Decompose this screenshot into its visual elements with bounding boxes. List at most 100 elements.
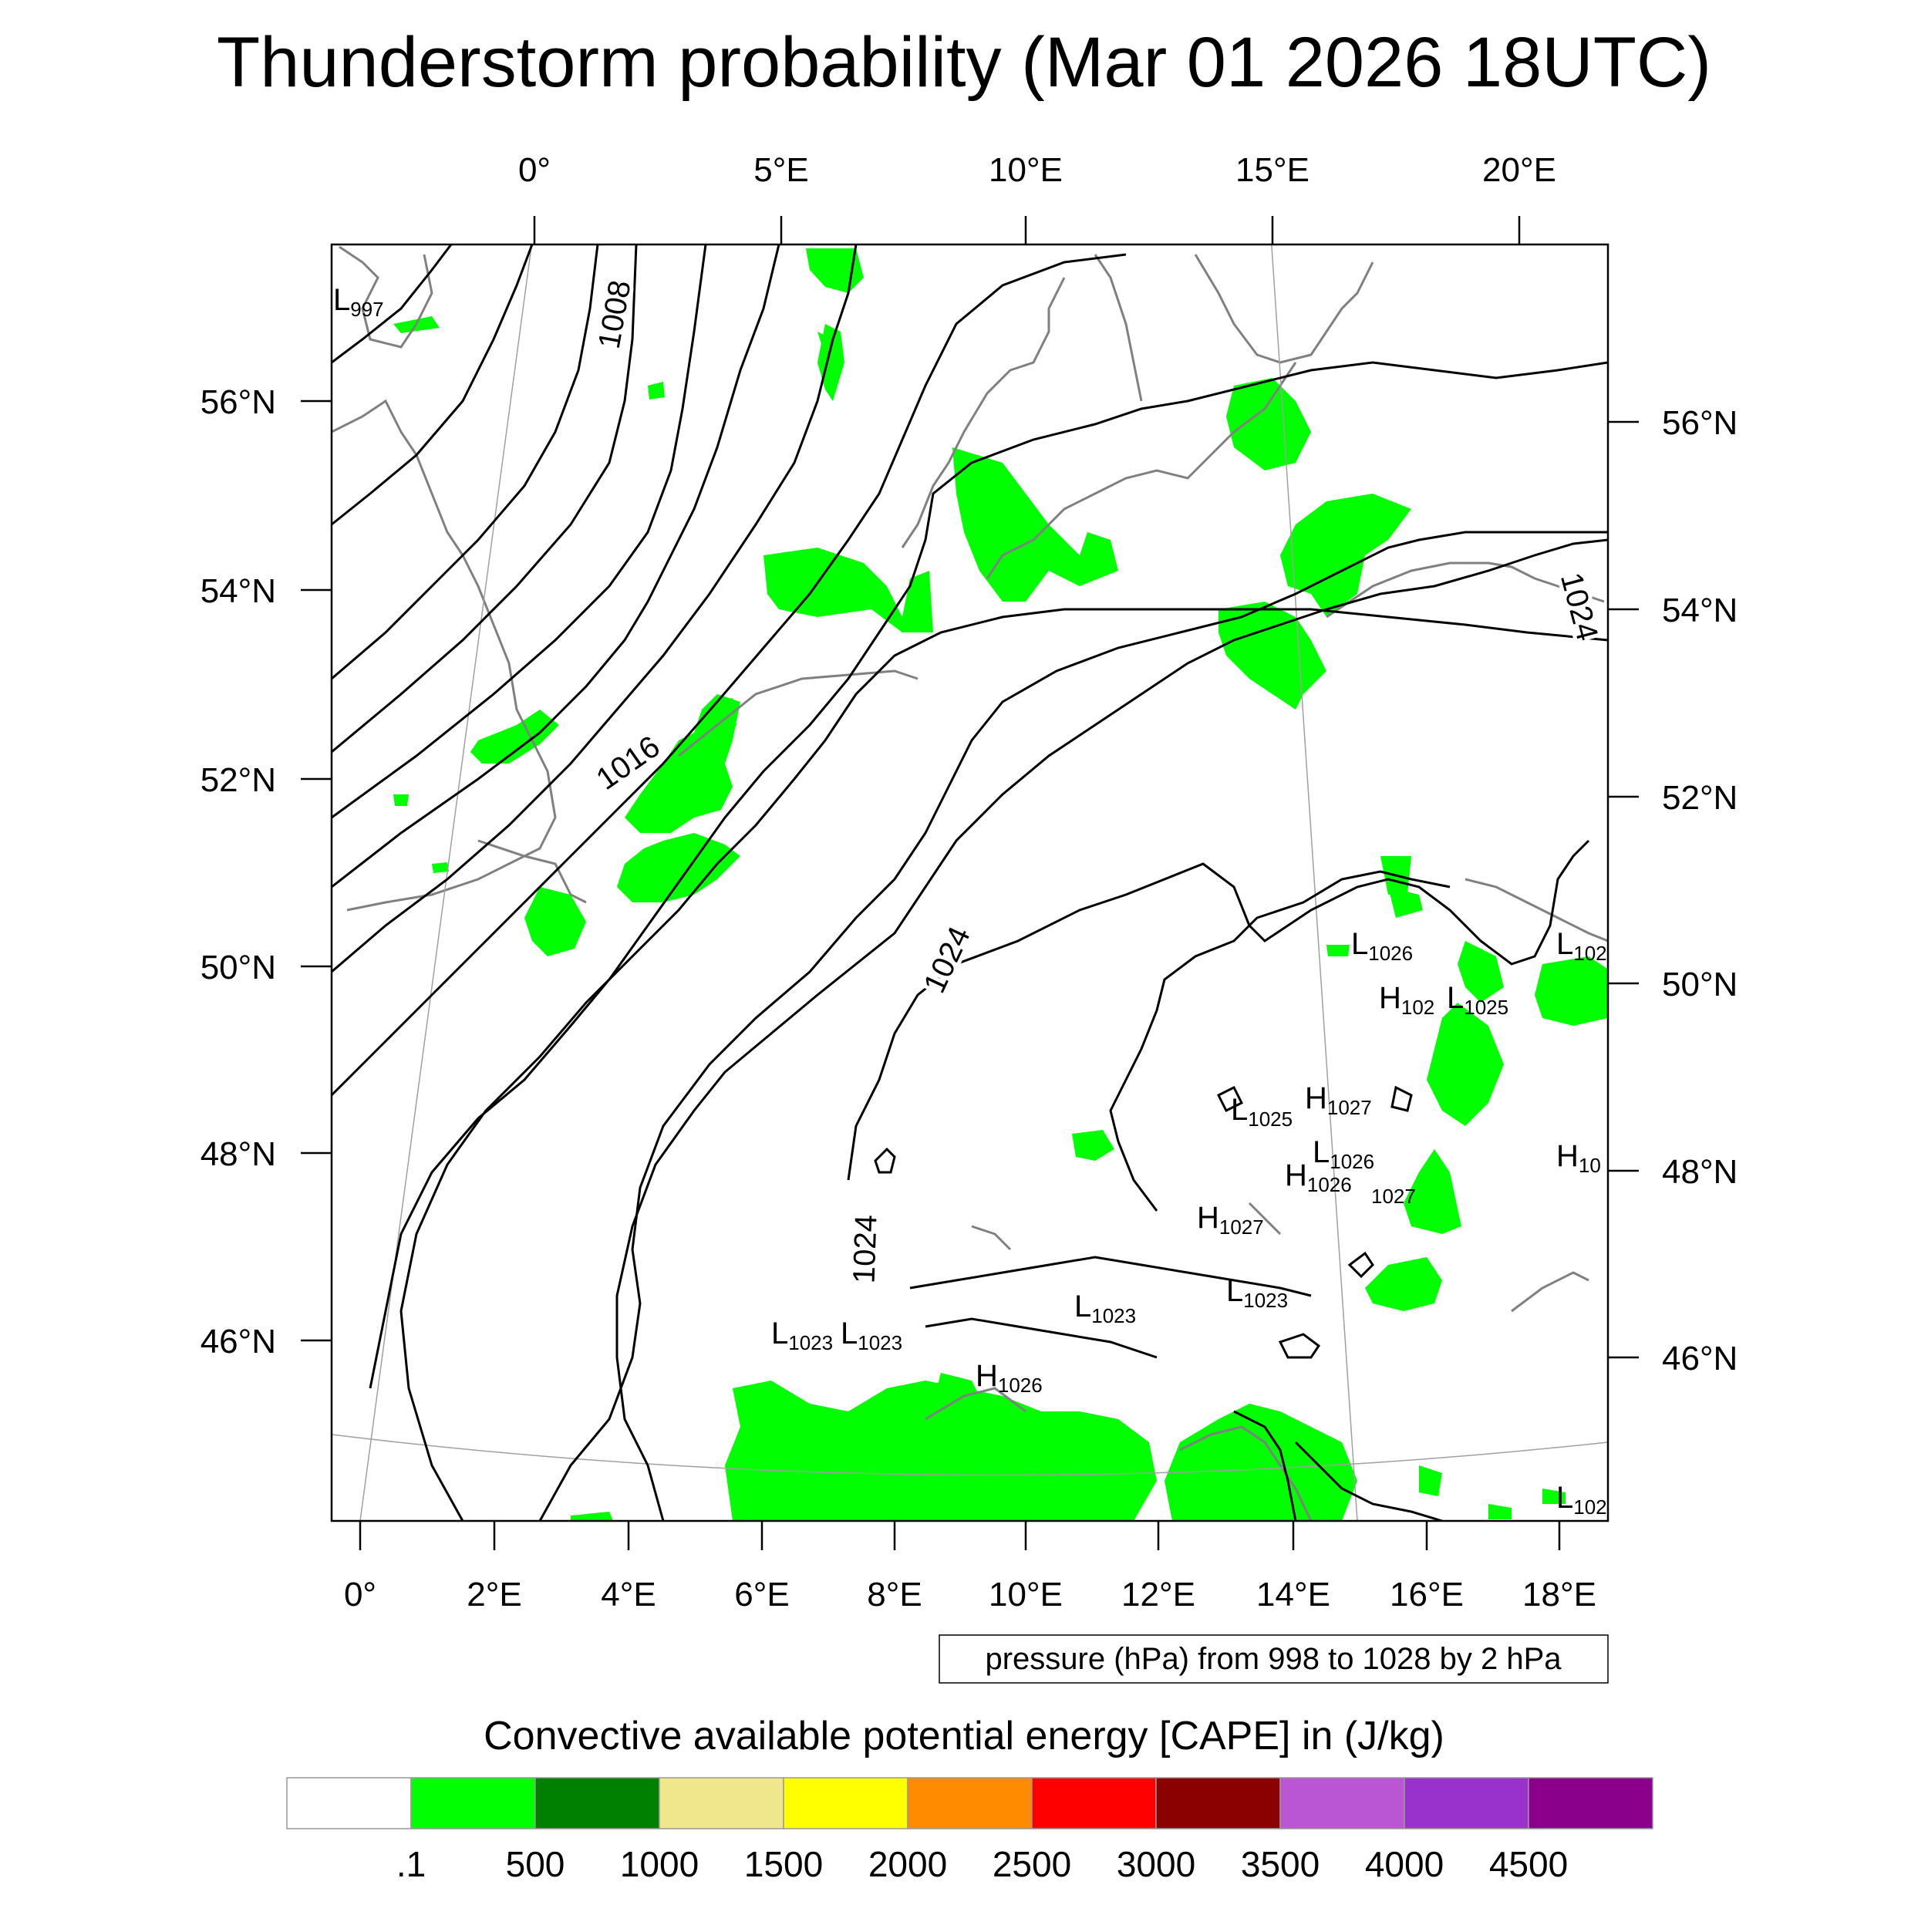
left-tick-label: 52°N <box>201 761 276 799</box>
legend-swatch <box>286 1777 412 1829</box>
cape-area <box>717 698 736 733</box>
legend-label: 4000 <box>1365 1844 1444 1884</box>
cape-area <box>952 447 1118 602</box>
isobar <box>1216 1085 1244 1113</box>
isobar <box>1294 1441 1443 1521</box>
cape-area <box>763 548 933 632</box>
legend-swatch <box>410 1777 536 1829</box>
coastline <box>332 399 557 912</box>
pressure-center: L102 <box>1556 927 1607 965</box>
legend-label: 3500 <box>1241 1844 1320 1884</box>
coastline <box>1511 1271 1589 1313</box>
cape-area <box>817 332 837 355</box>
legend-label: 2500 <box>993 1844 1071 1884</box>
pressure-center: L102 <box>1556 1481 1607 1519</box>
isobar <box>538 531 1608 1521</box>
top-tick-label: 20°E <box>1482 151 1556 189</box>
isobar <box>332 244 858 973</box>
bottom-tick-label: 16°E <box>1390 1576 1464 1613</box>
cape-area <box>1365 1257 1442 1311</box>
bottom-tick-label: 6°E <box>734 1576 789 1613</box>
pressure-center: L1023 <box>1226 1274 1288 1312</box>
contour-info-box: pressure (hPa) from 998 to 1028 by 2 hPa <box>939 1634 1609 1684</box>
bottom-axis-labels: 0° 2°E 4°E 6°E 8°E 10°E 12°E 14°E 16°E 1… <box>344 1576 1596 1613</box>
coastline <box>986 362 1297 579</box>
pressure-center: H1026 <box>976 1359 1043 1397</box>
isobar <box>909 1256 1312 1297</box>
pressure-center: H10 <box>1556 1139 1601 1177</box>
legend-swatch <box>1031 1777 1157 1829</box>
cape-area <box>648 382 665 400</box>
top-tick-label: 0° <box>518 151 551 189</box>
isobar <box>847 839 1590 1181</box>
coastline <box>1094 254 1143 402</box>
left-axis <box>301 400 332 1342</box>
isobar <box>332 244 599 680</box>
legend-label: 4500 <box>1489 1844 1568 1884</box>
right-tick-label: 56°N <box>1662 404 1738 442</box>
legend-swatches <box>286 1777 1653 1829</box>
legend-label: 1500 <box>744 1844 823 1884</box>
isobar <box>1109 870 1451 1212</box>
pressure-center: L1023 <box>771 1317 833 1354</box>
map-background <box>332 244 1608 1521</box>
legend-label: 1000 <box>620 1844 699 1884</box>
cape-area <box>1535 956 1608 1026</box>
legend-title: Convective available potential energy [C… <box>484 1714 1444 1758</box>
top-tick-label: 5°E <box>753 151 808 189</box>
right-tick-label: 50°N <box>1662 966 1738 1003</box>
right-tick-label: 54°N <box>1662 592 1738 629</box>
cape-area <box>393 794 409 806</box>
coastline <box>1179 1425 1313 1521</box>
right-axis-labels: 56°N 54°N 52°N 50°N 48°N 46°N <box>1662 404 1738 1377</box>
pressure-center: H1026 <box>1285 1158 1352 1196</box>
cape-area <box>1488 1504 1512 1519</box>
isobar <box>925 1317 1158 1359</box>
isobar <box>874 1147 896 1174</box>
gridline-parallel-45n <box>332 1434 1608 1476</box>
bottom-tick-label: 2°E <box>467 1576 521 1613</box>
coastlines <box>332 245 1608 1521</box>
isobar <box>1278 1333 1321 1359</box>
cape-area <box>571 1512 613 1521</box>
legend-swatch <box>659 1777 784 1829</box>
pressure-center: H102 <box>1379 981 1434 1019</box>
right-tick-label: 52°N <box>1662 779 1738 817</box>
pressure-center: L997 <box>333 283 384 321</box>
legend-swatch <box>1155 1777 1281 1829</box>
isobar <box>332 244 780 888</box>
isobar <box>332 244 534 526</box>
coastline <box>1248 1202 1282 1236</box>
map-frame <box>330 243 1609 1522</box>
bottom-tick-label: 12°E <box>1121 1576 1195 1613</box>
chart-title: Thunderstorm probability (Mar 01 2026 18… <box>217 23 1711 102</box>
legend-swatch <box>907 1777 1033 1829</box>
isobar <box>615 538 1608 1521</box>
pressure-center: L1026 <box>1351 927 1413 965</box>
cape-legend: Convective available potential energy [C… <box>286 1714 1653 1884</box>
gridline-meridian-15e <box>1271 244 1358 1521</box>
left-axis-labels: 56°N 54°N 52°N 50°N 48°N 46°N <box>201 383 276 1360</box>
left-tick-label: 48°N <box>201 1135 276 1173</box>
left-tick-label: 56°N <box>201 383 276 421</box>
map-panel: 1008 1016 1024 1024 1024 L997 L1026 H102… <box>330 243 1609 1522</box>
isobar <box>1233 1410 1297 1521</box>
isobar <box>332 253 1127 1097</box>
isobars <box>332 244 1608 1521</box>
legend-swatch <box>783 1777 908 1829</box>
cape-area <box>1419 1465 1442 1496</box>
top-axis <box>533 216 1521 244</box>
cape-area <box>1458 941 1504 1003</box>
top-tick-label: 15°E <box>1235 151 1309 189</box>
isobar <box>1347 1251 1374 1279</box>
isobar-label: 1024 <box>847 1214 883 1283</box>
contour-info-text: pressure (hPa) from 998 to 1028 by 2 hPa <box>985 1642 1562 1676</box>
legend-label: 2000 <box>868 1844 947 1884</box>
bottom-tick-label: 18°E <box>1522 1576 1596 1613</box>
cape-area <box>725 1381 1157 1521</box>
cape-area <box>1326 945 1350 956</box>
coastline <box>339 245 433 349</box>
bottom-tick-label: 10°E <box>989 1576 1063 1613</box>
left-tick-label: 50°N <box>201 949 276 986</box>
